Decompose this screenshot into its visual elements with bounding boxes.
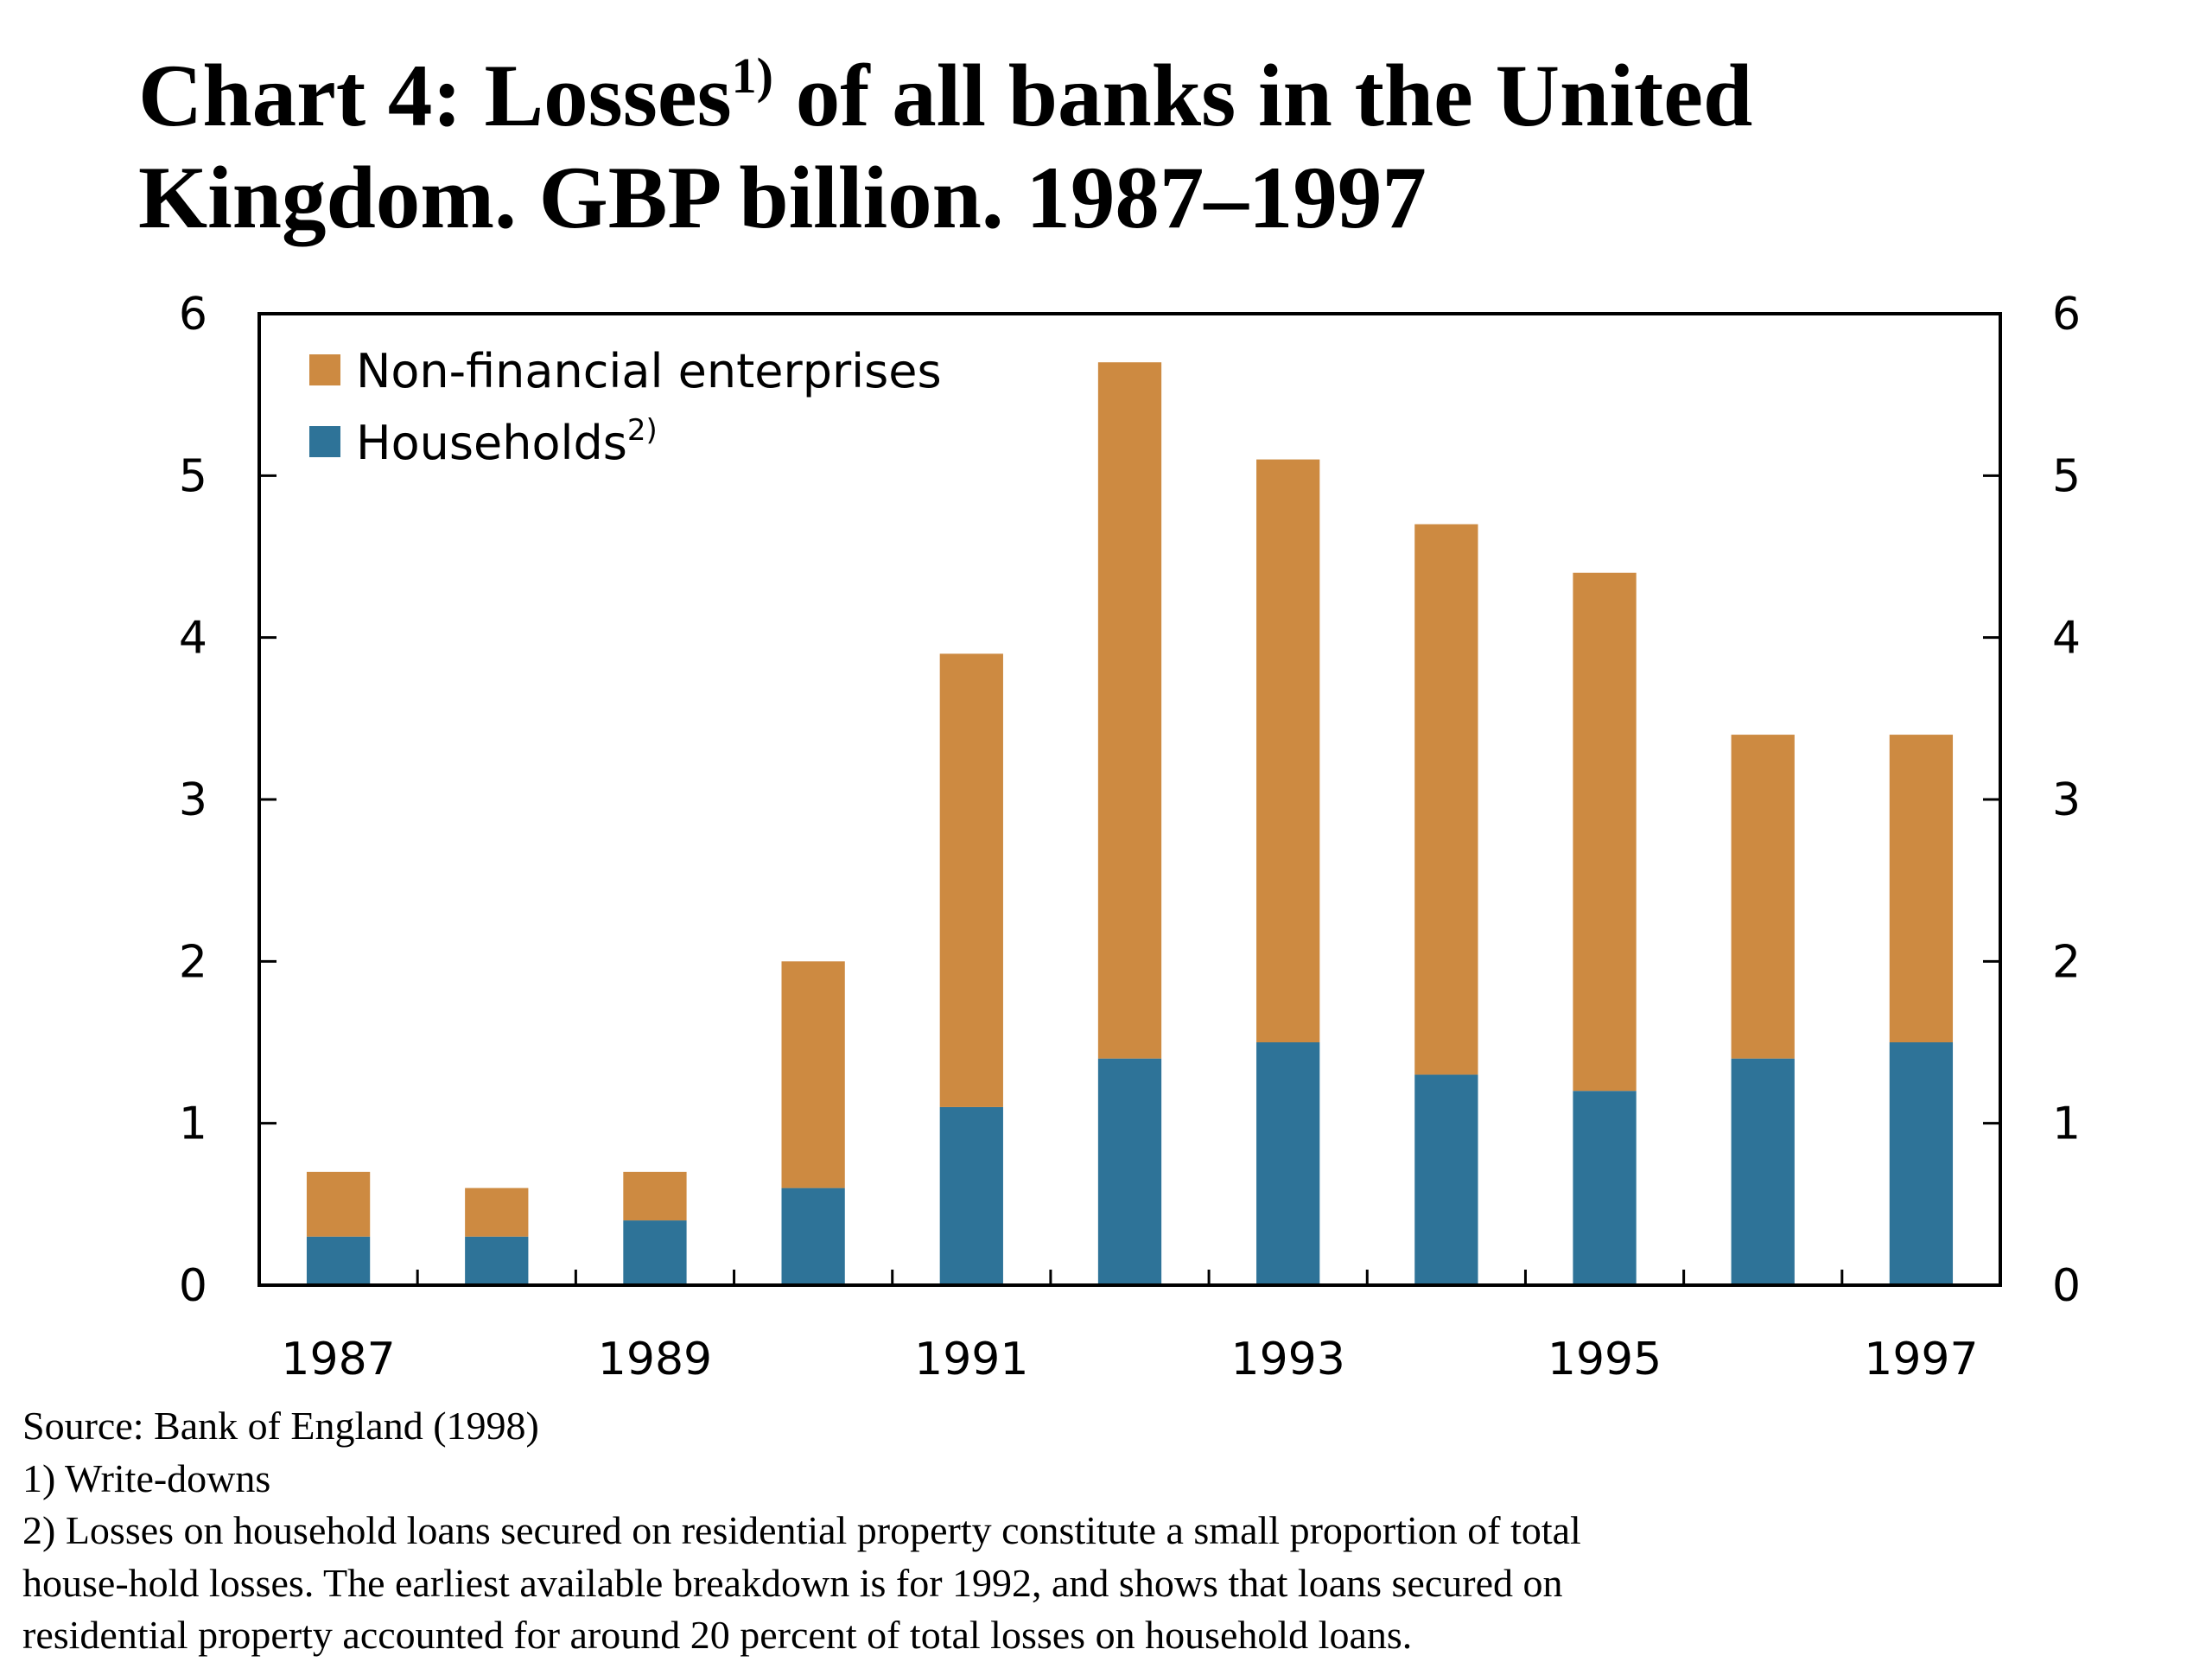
bar-non-financial-enterprises-1988 — [465, 1188, 529, 1237]
bar-households-1988 — [465, 1236, 529, 1285]
y-tick-label-right-2: 2 — [2052, 936, 2081, 988]
bar-non-financial-enterprises-1989 — [623, 1171, 687, 1221]
footnote-2-line-2: house-hold losses. The earliest availabl… — [22, 1560, 1563, 1605]
y-tick-label-left-6: 6 — [179, 289, 207, 341]
footnote-2-line-3: residential property accounted for aroun… — [22, 1613, 1413, 1657]
chart-title-line-1: Chart 4: Losses1) of all banks in the Un… — [138, 45, 2039, 147]
x-tick-label-1993: 1993 — [1231, 1334, 1345, 1385]
y-tick-label-right-1: 1 — [2052, 1098, 2081, 1150]
bar-households-1993 — [1256, 1042, 1320, 1285]
bar-non-financial-enterprises-1993 — [1256, 459, 1320, 1042]
footnote-1: 1) Write-downs — [22, 1455, 271, 1500]
y-tick-label-left-1: 1 — [179, 1098, 207, 1150]
bar-non-financial-enterprises-1997 — [1889, 735, 1954, 1042]
y-tick-label-left-5: 5 — [179, 450, 207, 502]
chart-title-rest: of all banks in the United — [772, 47, 1753, 145]
bar-households-1992 — [1097, 1058, 1162, 1285]
y-tick-label-right-0: 0 — [2052, 1260, 2081, 1312]
stacked-bar-chart: 0 0 1 1 2 2 3 3 4 4 5 5 6 6 1987 1989 1991 1993 1995 1997 No… — [179, 289, 2081, 1385]
bar-households-1989 — [623, 1220, 687, 1285]
source-note: Source: Bank of England (1998) — [22, 1404, 539, 1448]
bar-non-financial-enterprises-1987 — [306, 1171, 371, 1237]
footnote-2-line-1: 2) Losses on household loans secured on … — [22, 1508, 1581, 1552]
y-tick-label-left-3: 3 — [179, 774, 207, 826]
bar-households-1994 — [1414, 1074, 1478, 1285]
chart-title-footnote-marker: 1) — [731, 48, 773, 104]
bar-non-financial-enterprises-1991 — [939, 653, 1003, 1107]
x-tick-label-1991: 1991 — [914, 1334, 1028, 1385]
bar-households-1996 — [1731, 1058, 1795, 1285]
bar-households-1987 — [306, 1236, 371, 1285]
legend-swatch-households — [309, 426, 340, 457]
chart-title-prefix: Chart 4: Losses — [138, 47, 732, 145]
bar-households-1995 — [1573, 1091, 1637, 1285]
bar-non-financial-enterprises-1994 — [1414, 524, 1478, 1075]
x-tick-label-1987: 1987 — [281, 1334, 395, 1385]
y-tick-label-right-4: 4 — [2052, 613, 2081, 665]
y-tick-label-left-4: 4 — [179, 613, 207, 665]
legend-label-households: Households2) — [356, 413, 658, 470]
x-tick-label-1997: 1997 — [1864, 1334, 1978, 1385]
bar-households-1997 — [1889, 1042, 1954, 1285]
chart-title-line-2: Kingdom. GBP billion. 1987–1997 — [138, 149, 1427, 247]
y-tick-label-left-0: 0 — [179, 1260, 207, 1312]
y-tick-label-right-6: 6 — [2052, 289, 2081, 341]
y-tick-label-left-2: 2 — [179, 936, 207, 988]
bar-non-financial-enterprises-1995 — [1573, 572, 1637, 1092]
x-tick-label-1995: 1995 — [1548, 1334, 1662, 1385]
chart-title: Chart 4: Losses1) of all banks in the Un… — [138, 45, 2039, 249]
x-tick-label-1989: 1989 — [598, 1334, 712, 1385]
bar-households-1991 — [939, 1106, 1003, 1285]
bar-households-1990 — [781, 1188, 845, 1285]
bar-non-financial-enterprises-1992 — [1097, 362, 1162, 1059]
chart-notes: Source: Bank of England (1998) 1) Write-… — [22, 1400, 2183, 1662]
legend-swatch-non-financial-enterprises — [309, 354, 340, 385]
bar-non-financial-enterprises-1990 — [781, 961, 845, 1188]
y-tick-label-right-3: 3 — [2052, 774, 2081, 826]
y-tick-label-right-5: 5 — [2052, 450, 2081, 502]
bar-non-financial-enterprises-1996 — [1731, 735, 1795, 1059]
legend-label-non-financial-enterprises: Non-financial enterprises — [356, 344, 942, 398]
